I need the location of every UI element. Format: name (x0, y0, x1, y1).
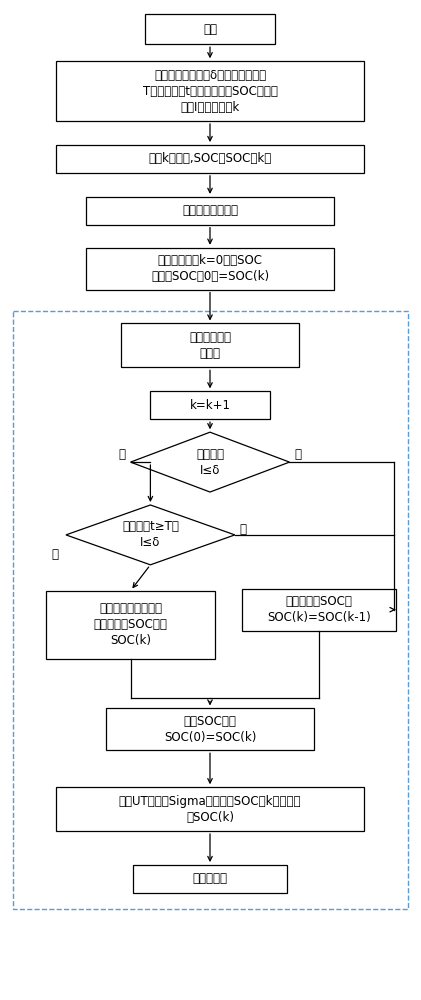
Text: 通过测量得到电池组
端电压确定SOC值为
SOC(k): 通过测量得到电池组 端电压确定SOC值为 SOC(k) (93, 602, 168, 647)
Bar (86, 248, 334, 290)
Text: 否: 否 (240, 523, 247, 536)
Polygon shape (131, 432, 290, 492)
Bar (120, 323, 299, 367)
Bar (56, 145, 364, 173)
Text: 判断电流
I≤δ: 判断电流 I≤δ (196, 448, 224, 477)
Text: 定义最小工作电流δ，电池静置时间
T，测量时间t，电池电荷量SOC，测量
电流I，采样时刻k: 定义最小工作电流δ，电池静置时间 T，测量时间t，电池电荷量SOC，测量 电流I… (143, 69, 277, 114)
Bar (150, 391, 269, 419)
Bar (133, 865, 287, 893)
Text: k=k+1: k=k+1 (189, 399, 231, 412)
Text: 是: 是 (51, 548, 58, 561)
Bar (56, 61, 364, 121)
Text: 输出并显示: 输出并显示 (192, 872, 227, 885)
Polygon shape (66, 505, 235, 565)
Text: 当前SOC值为
SOC(0)=SOC(k): 当前SOC值为 SOC(0)=SOC(k) (164, 715, 256, 744)
Text: 测量电池开路电压: 测量电池开路电压 (182, 204, 238, 217)
Text: 开始: 开始 (203, 23, 217, 36)
Text: 定义k时刻时,SOC为SOC（k）: 定义k时刻时,SOC为SOC（k） (148, 152, 272, 165)
Text: 否: 否 (294, 448, 301, 461)
Bar (106, 708, 314, 750)
Text: 是: 是 (119, 448, 125, 461)
Text: 测量时间t≥T且
I≤δ: 测量时间t≥T且 I≤δ (122, 520, 179, 549)
Bar (56, 787, 364, 831)
Bar (86, 197, 334, 225)
Bar (46, 591, 215, 659)
Bar (242, 589, 396, 631)
Bar (13, 311, 408, 909)
Text: 前一时刻的SOC值
SOC(k)=SOC(k-1): 前一时刻的SOC值 SOC(k)=SOC(k-1) (267, 595, 371, 624)
Text: 电池组电流电
压检测: 电池组电流电 压检测 (189, 331, 231, 360)
Text: 得到初始时刻k=0时，SOC
初始值SOC（0）=SOC(k): 得到初始时刻k=0时，SOC 初始值SOC（0）=SOC(k) (151, 254, 269, 283)
Text: 通过UT变据和Sigma采样得到SOC在k时刻的值
为SOC(k): 通过UT变据和Sigma采样得到SOC在k时刻的值 为SOC(k) (119, 795, 301, 824)
Bar (145, 14, 274, 44)
